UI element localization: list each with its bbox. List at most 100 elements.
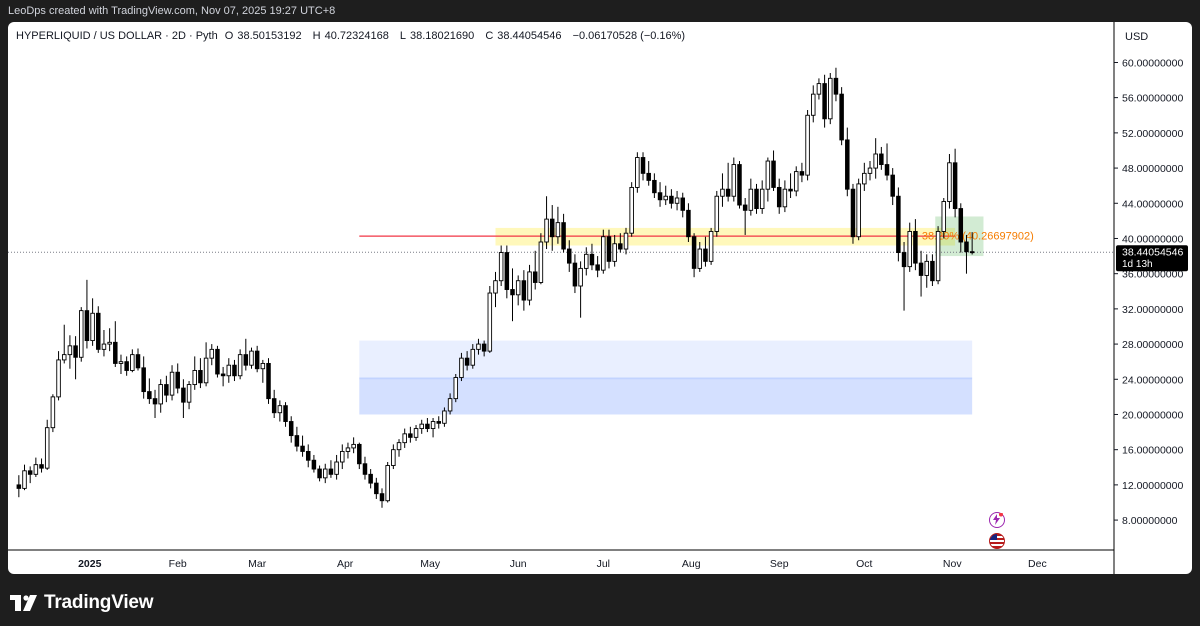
price-tick-label: 20.00000000 [1122,409,1183,421]
candle-body [198,370,203,384]
low-value: 38.18021690 [410,30,475,42]
candle-body [793,171,799,192]
time-tick-label: Sep [770,558,789,570]
candle [277,400,283,422]
candle-body [379,493,385,502]
price-tick-label: 12.00000000 [1122,480,1183,492]
candle [334,454,339,480]
candle [113,321,118,367]
candle-body [839,93,844,141]
candle-body [44,427,50,469]
candle [652,173,657,198]
candle-body [147,391,152,400]
candle [759,180,765,214]
candle-body [124,361,129,371]
zones-layer [359,216,984,415]
candle [845,127,850,197]
candle-body [606,236,612,262]
candle [833,67,839,102]
candle-body [96,312,101,350]
candle [788,173,793,198]
candle [198,358,203,389]
candle [561,213,566,253]
candle [521,270,527,311]
candle [589,243,595,271]
candle [226,358,232,383]
candle-body [27,470,33,475]
candle-body [918,262,924,276]
candle [487,286,493,353]
candle-body [164,384,169,396]
symbol-legend[interactable]: HYPERLIQUID / US DOLLAR · 2D · Pyth O 38.… [16,30,689,42]
candle-body [618,243,623,250]
candle [147,378,152,404]
candle-body [521,280,527,301]
candle [476,338,481,355]
candle-body [493,280,498,294]
candle [918,250,924,297]
lightning-event-icon[interactable] [989,512,1005,528]
candle [481,340,487,357]
candle-body [833,77,839,95]
candle-body [215,348,220,375]
candle-body [220,373,226,377]
candle-body [192,370,197,386]
open-value: 38.50153192 [237,30,302,42]
candle [442,407,447,427]
candle-body [657,192,663,201]
candle [663,185,668,206]
symbol-name[interactable]: HYPERLIQUID / US DOLLAR · 2D · Pyth [16,30,218,42]
candle-body [243,354,249,366]
candle-body [498,252,504,282]
open-label: O [224,30,234,42]
attribution-bar: LeoDps created with TradingView.com, Nov… [0,0,1200,22]
candle-body [567,248,572,264]
us-flag-event-icon[interactable] [989,533,1005,549]
candle [725,162,731,202]
candle-body [351,443,356,449]
candle [16,475,22,498]
ohlc-open: O 38.50153192 [225,30,306,42]
candle-body [907,230,912,268]
candle-body [385,465,390,502]
tradingview-logo[interactable]: TradingView [10,591,154,615]
candle [828,73,833,125]
candle-body [260,362,266,370]
candle-body [913,230,918,264]
candle [567,240,572,272]
candle-body [748,188,754,211]
close-value: 38.44054546 [497,30,562,42]
candle [311,454,317,473]
candle-body [742,204,748,211]
candle [107,328,112,352]
candle-body [357,443,362,465]
candle [340,444,345,470]
candle [368,469,373,489]
candle-body [237,354,243,377]
candle [396,439,402,457]
chart-canvas[interactable]: 38.20% (40.26697902) USD 60.00000000 56.00… [8,22,1192,574]
candle [532,250,538,290]
candle [317,465,322,482]
countdown-label: 1d 13h [1122,259,1153,270]
candle [374,477,379,499]
candle [237,349,243,380]
candle [351,437,356,454]
candle-body [515,280,521,296]
candle [674,190,680,211]
candle [947,154,952,209]
candle-body [402,433,407,444]
candle-body [572,262,578,287]
candle [493,271,498,308]
candle-body [811,93,816,116]
candle [952,148,958,218]
candle [175,363,180,394]
candle [549,205,555,251]
candle [884,143,890,181]
candle-body [969,251,975,254]
candle [816,78,822,100]
candle-body [947,162,952,202]
ohlc-low: L 38.18021690 [400,30,478,42]
candle [283,402,288,427]
chart-panel[interactable]: 38.20% (40.26697902) USD 60.00000000 56.00… [8,22,1192,574]
